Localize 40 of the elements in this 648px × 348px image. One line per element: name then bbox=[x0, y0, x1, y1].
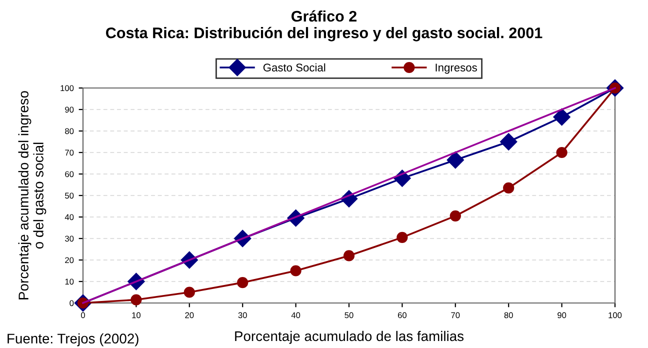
x-tick-label: 80 bbox=[504, 312, 513, 318]
point bbox=[290, 265, 302, 276]
point bbox=[237, 277, 248, 288]
y-tick-label: 90 bbox=[65, 106, 74, 113]
x-tick-label: 90 bbox=[558, 312, 566, 318]
source-note: Fuente: Trejos (2002) bbox=[8, 333, 138, 346]
y-tick-label: 80 bbox=[65, 128, 74, 134]
x-tick-label: 40 bbox=[291, 312, 300, 318]
x-tick-label: 50 bbox=[344, 312, 354, 318]
x-tick-label: 100 bbox=[608, 312, 622, 318]
y-tick-label: 100 bbox=[60, 85, 74, 92]
x-axis-title: Porcentaje acumulado de las familias bbox=[235, 330, 464, 344]
x-tick-label: 10 bbox=[132, 312, 141, 318]
y-tick-label: 50 bbox=[65, 192, 74, 199]
y-axis-title: Porcentaje acumulado del ingreso o del gasto social bbox=[18, 91, 46, 300]
y-tick-label: 70 bbox=[65, 150, 74, 156]
legend-label: Ingresos bbox=[436, 64, 477, 74]
y-tick-label: 60 bbox=[65, 171, 74, 178]
x-tick-label: 60 bbox=[398, 312, 407, 318]
point bbox=[553, 108, 570, 126]
point bbox=[184, 286, 195, 298]
y-tick-label: 0 bbox=[70, 300, 74, 306]
y-tick-label: 30 bbox=[65, 236, 74, 242]
chart-title: Gráfico 2 Costa Rica: Distribución del ingreso y del gasto social. 2001 bbox=[106, 10, 542, 42]
y-tick-label: 40 bbox=[64, 214, 74, 220]
point bbox=[343, 250, 355, 262]
point bbox=[130, 294, 142, 306]
x-tick-label: 0 bbox=[81, 312, 85, 318]
point bbox=[500, 133, 518, 150]
point bbox=[450, 210, 461, 222]
point bbox=[396, 232, 408, 243]
y-tick-label: 20 bbox=[65, 257, 74, 264]
point bbox=[556, 146, 568, 158]
x-tick-label: 20 bbox=[185, 312, 194, 318]
x-tick-label: 30 bbox=[238, 312, 247, 318]
point bbox=[446, 151, 464, 169]
x-tick-label: 70 bbox=[451, 312, 460, 318]
point bbox=[503, 182, 514, 194]
y-tick-label: 10 bbox=[65, 278, 74, 285]
legend-label: Gasto Social bbox=[263, 63, 326, 72]
